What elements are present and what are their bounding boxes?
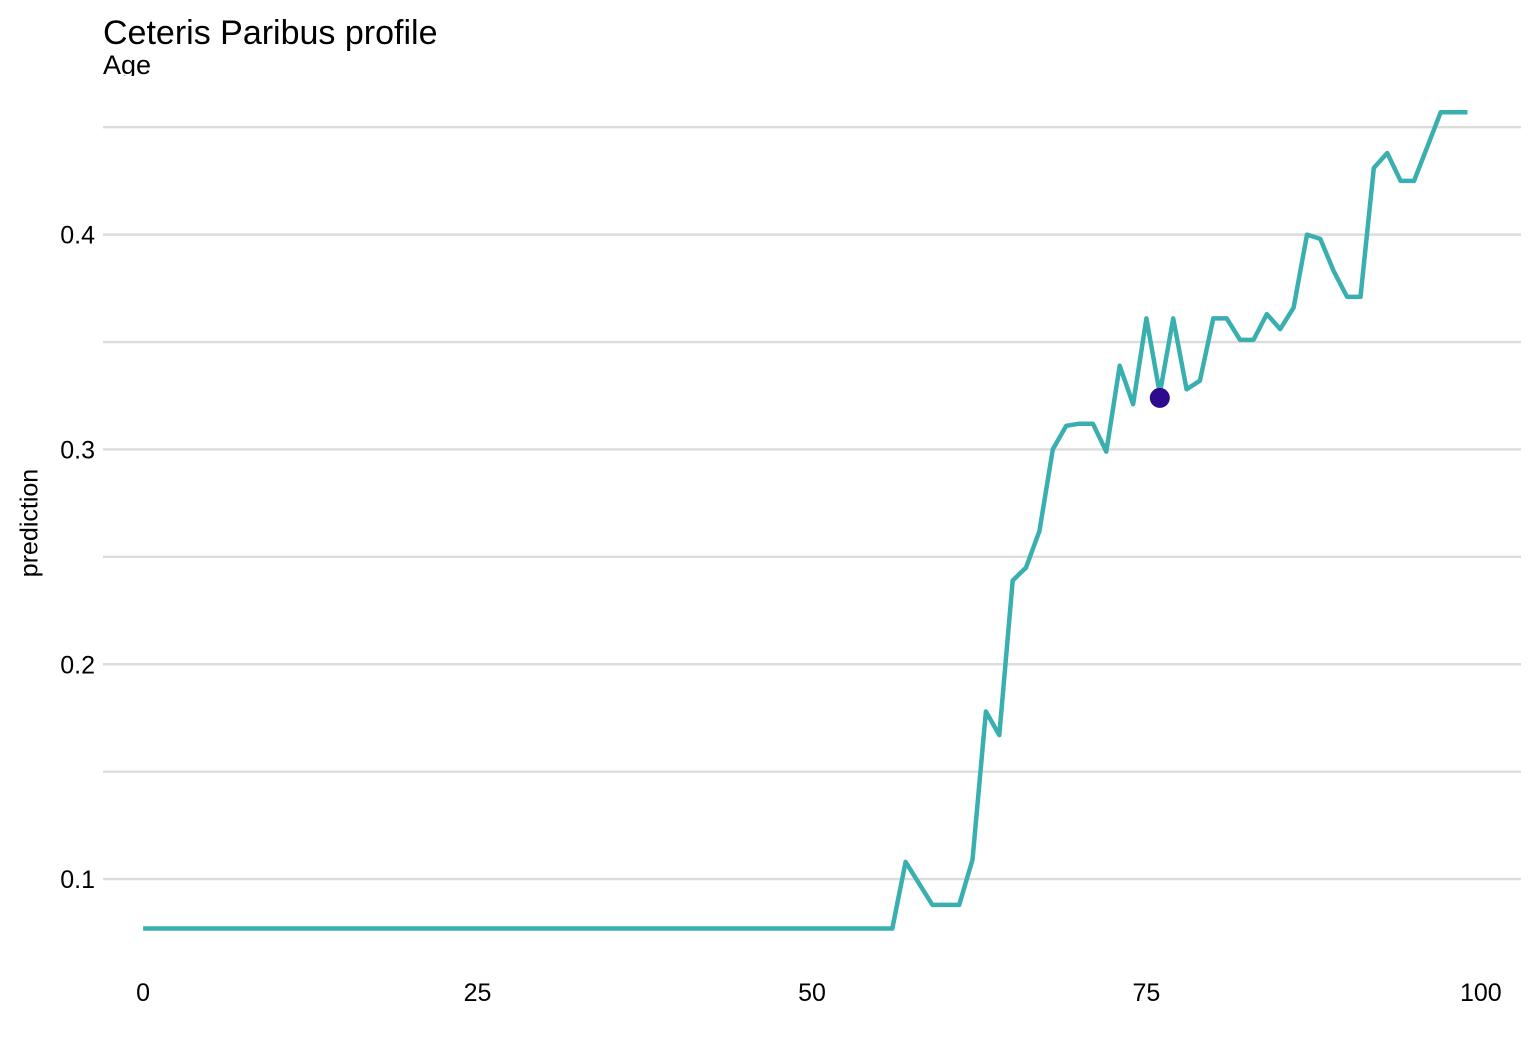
y-tick-label: 0.4 xyxy=(60,222,95,250)
y-tick-label: 0.1 xyxy=(60,866,95,894)
x-tick-label: 0 xyxy=(136,979,150,1007)
x-tick-label: 100 xyxy=(1460,979,1502,1007)
y-tick-label: 0.3 xyxy=(60,436,95,464)
chart-title: Ceteris Paribus profile xyxy=(103,14,438,52)
observation-point xyxy=(1149,387,1170,408)
x-tick-label: 75 xyxy=(1133,979,1161,1007)
x-tick-label: 50 xyxy=(798,979,826,1007)
profile-line xyxy=(143,109,1468,931)
chart-subtitle: Age xyxy=(103,50,152,76)
x-tick-label: 25 xyxy=(464,979,492,1007)
y-tick-label: 0.2 xyxy=(60,651,95,679)
